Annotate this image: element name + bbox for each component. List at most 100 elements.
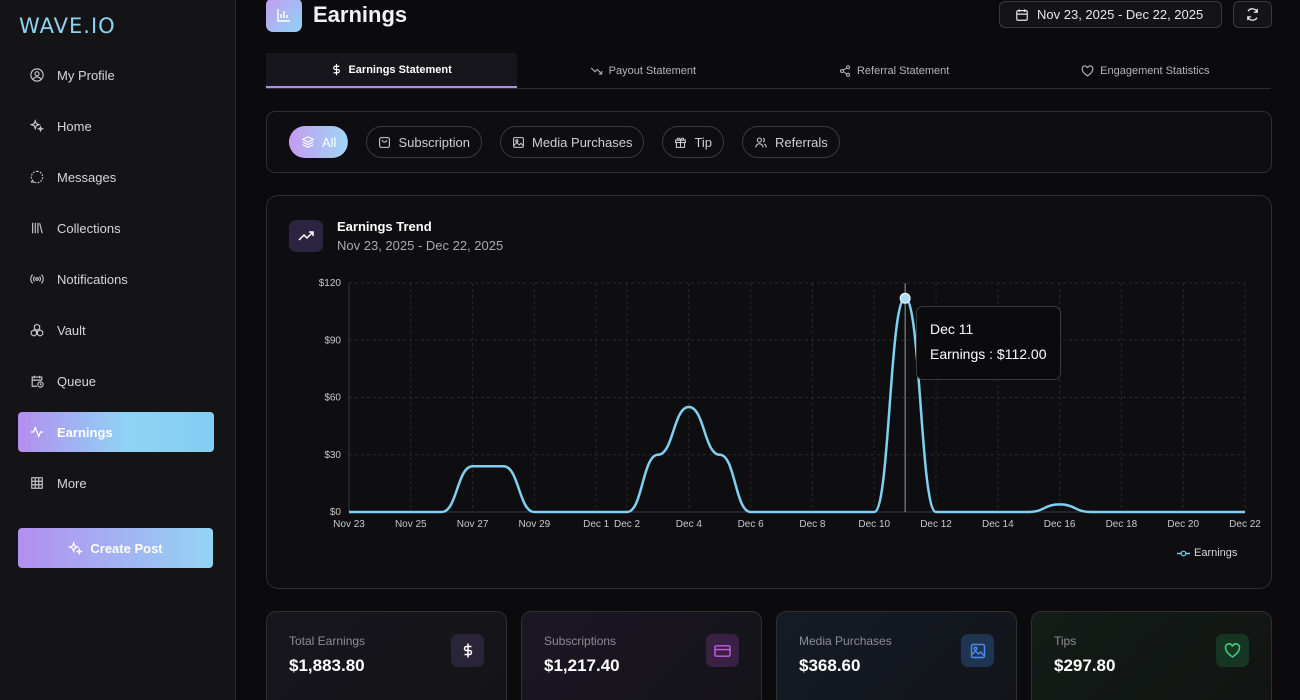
- sidebar-item-label: Notifications: [57, 271, 128, 287]
- chart-legend[interactable]: Earnings: [1177, 547, 1237, 559]
- x-tick-label: Dec 22: [1229, 519, 1261, 530]
- x-tick-label: Dec 12: [920, 519, 952, 530]
- library-icon: [29, 220, 45, 236]
- earnings-line-chart[interactable]: $0 $30 $60 $90 $120 Nov 23 Nov 25 Nov 27 Nov 29 D…: [267, 196, 1273, 590]
- tab-engagement-statistics[interactable]: Engagement Statistics: [1020, 53, 1271, 88]
- stat-label: Media Purchases: [799, 634, 892, 648]
- x-tick-label: Nov 23: [333, 519, 365, 530]
- stat-value: $297.80: [1054, 656, 1116, 675]
- refresh-icon: [1247, 8, 1258, 21]
- tab-referral-statement[interactable]: Referral Statement: [769, 53, 1020, 88]
- image-icon: [961, 634, 994, 667]
- statement-tabs: Earnings Statement Payout Statement Refe…: [266, 53, 1271, 89]
- image-icon: [512, 136, 525, 149]
- filter-subscription[interactable]: Subscription: [366, 126, 482, 158]
- sidebar-item-my-profile[interactable]: My Profile: [18, 55, 214, 95]
- stat-value: $1,883.80: [289, 656, 365, 675]
- legend-label: Earnings: [1194, 547, 1238, 559]
- tab-label: Engagement Statistics: [1100, 64, 1210, 77]
- sidebar-item-home[interactable]: Home: [18, 106, 214, 146]
- stat-card-media-purchases: Media Purchases $368.60: [776, 611, 1017, 700]
- highlight-point: [899, 292, 911, 304]
- chart-title: Earnings Trend: [337, 219, 432, 234]
- sidebar-item-label: My Profile: [57, 67, 115, 83]
- tab-earnings-statement[interactable]: Earnings Statement: [266, 53, 518, 88]
- x-tick-label: Dec 2: [614, 519, 641, 530]
- bar-chart-icon: [277, 9, 290, 22]
- users-icon: [754, 136, 768, 149]
- gift-icon: [674, 136, 687, 149]
- sidebar-item-queue[interactable]: Queue: [18, 361, 214, 401]
- tab-label: Earnings Statement: [348, 63, 452, 76]
- user-circle-icon: [29, 67, 45, 83]
- calendar-clock-icon: [29, 373, 45, 389]
- tab-payout-statement[interactable]: Payout Statement: [517, 53, 768, 88]
- date-range-picker[interactable]: Nov 23, 2025 - Dec 22, 2025: [999, 1, 1222, 28]
- dollar-icon: [331, 63, 342, 76]
- refresh-button[interactable]: [1233, 1, 1272, 28]
- page-title: Earnings: [313, 2, 408, 27]
- y-tick-label: $90: [324, 335, 341, 346]
- boxes-icon: [29, 322, 45, 338]
- share-icon: [839, 64, 851, 77]
- sidebar-item-earnings[interactable]: Earnings: [18, 412, 214, 452]
- y-tick-label: $120: [319, 278, 342, 289]
- sidebar-item-more[interactable]: More: [18, 463, 214, 503]
- x-tick-label: Dec 16: [1044, 519, 1076, 530]
- sidebar-item-collections[interactable]: Collections: [18, 208, 214, 248]
- card-icon: [706, 634, 739, 667]
- x-tick-label: Dec 8: [799, 519, 826, 530]
- filter-label: Subscription: [398, 134, 470, 150]
- x-tick-label: Dec 1: [583, 519, 610, 530]
- date-range-label: Nov 23, 2025 - Dec 22, 2025: [1037, 7, 1204, 22]
- dollar-icon: [451, 634, 484, 667]
- sparkle-icon: [68, 540, 84, 556]
- x-tick-label: Nov 27: [457, 519, 489, 530]
- x-tick-label: Dec 10: [858, 519, 890, 530]
- chat-icon: [29, 169, 45, 185]
- create-post-button[interactable]: Create Post: [18, 528, 213, 568]
- x-tick-label: Dec 14: [982, 519, 1014, 530]
- sidebar-item-vault[interactable]: Vault: [18, 310, 214, 350]
- filter-referrals[interactable]: Referrals: [742, 126, 840, 158]
- stat-card-total-earnings: Total Earnings $1,883.80: [266, 611, 507, 700]
- legend-line-icon: [1177, 550, 1190, 556]
- chart-subtitle: Nov 23, 2025 - Dec 22, 2025: [337, 238, 504, 253]
- heart-icon: [1081, 64, 1094, 77]
- filter-label: Referrals: [775, 134, 828, 150]
- trend-up-icon: [289, 220, 323, 252]
- sidebar: WAVE.IO My Profile Home Messages Collect…: [0, 0, 236, 700]
- y-tick-label: $30: [324, 450, 341, 461]
- shopping-bag-icon: [378, 136, 391, 149]
- broadcast-icon: [29, 271, 45, 287]
- filter-all[interactable]: All: [289, 126, 349, 158]
- sidebar-item-messages[interactable]: Messages: [18, 157, 214, 197]
- stat-label: Subscriptions: [544, 634, 617, 648]
- earnings-series-line: [348, 297, 1245, 514]
- heart-icon: [1216, 634, 1249, 667]
- sidebar-nav: My Profile Home Messages Collections Not…: [18, 55, 214, 514]
- stat-value: $1,217.40: [544, 656, 620, 675]
- earnings-page-icon: [266, 0, 302, 32]
- x-tick-label: Dec 4: [676, 519, 703, 530]
- sidebar-item-notifications[interactable]: Notifications: [18, 259, 214, 299]
- sidebar-item-label: Earnings: [57, 424, 113, 440]
- filter-media-purchases[interactable]: Media Purchases: [500, 126, 645, 158]
- layers-icon: [301, 135, 315, 149]
- x-tick-label: Dec 20: [1167, 519, 1199, 530]
- trend-down-icon: [590, 65, 603, 77]
- filter-tip[interactable]: Tip: [662, 126, 725, 158]
- sparkle-icon: [29, 118, 45, 134]
- stat-card-tips: Tips $297.80: [1031, 611, 1272, 700]
- tooltip-date: Dec 11: [930, 321, 974, 337]
- tab-label: Payout Statement: [608, 64, 697, 77]
- tab-label: Referral Statement: [856, 64, 950, 77]
- sidebar-item-label: Queue: [57, 373, 97, 389]
- x-tick-label: Nov 29: [519, 519, 551, 530]
- x-tick-label: Dec 18: [1106, 519, 1138, 530]
- calendar-icon: [1015, 8, 1029, 22]
- stat-label: Tips: [1054, 634, 1077, 648]
- filter-label: Media Purchases: [532, 134, 633, 150]
- logo[interactable]: WAVE.IO: [19, 14, 116, 38]
- activity-icon: [29, 424, 45, 440]
